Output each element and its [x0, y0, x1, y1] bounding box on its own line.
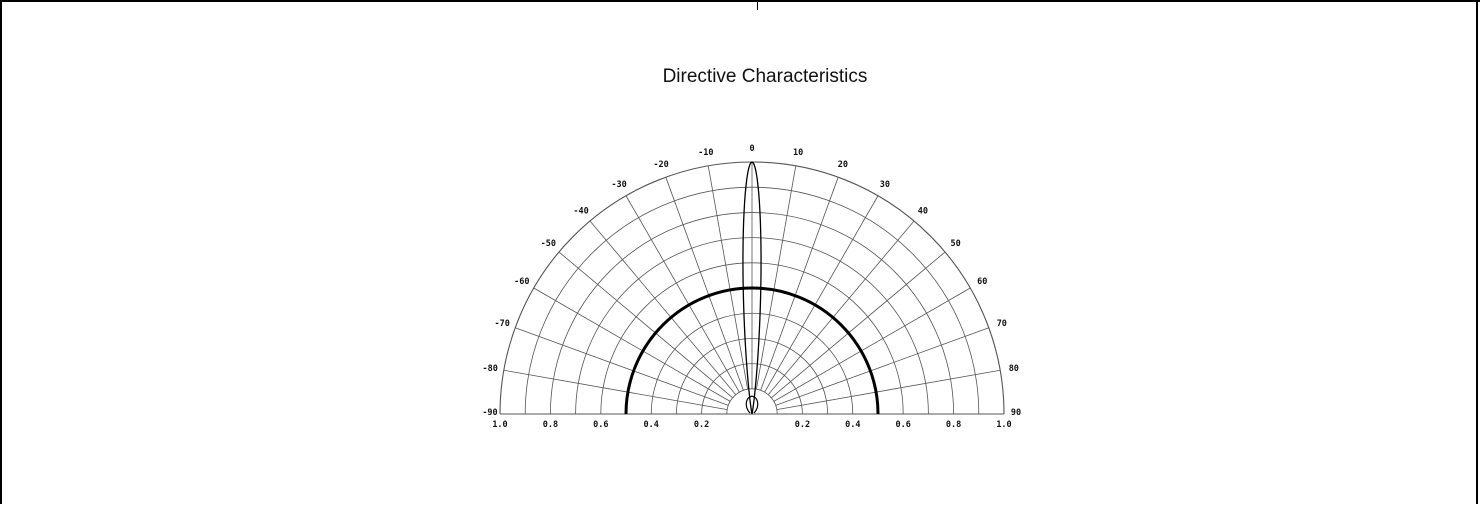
grid-spoke — [625, 195, 740, 393]
radius-tick-label: 0.8 — [946, 420, 961, 430]
radius-tick-label: 1.0 — [996, 420, 1011, 430]
angle-tick-label: 90 — [1011, 408, 1021, 418]
radius-tick-label: 0.8 — [543, 420, 558, 430]
angle-tick-label: -20 — [653, 160, 668, 170]
grid-spoke — [589, 220, 737, 395]
angle-tick-label: -30 — [611, 180, 626, 190]
grid-spoke — [767, 220, 915, 395]
angle-tick-label: -90 — [482, 408, 497, 418]
grid-spoke — [755, 165, 797, 390]
radius-tick-label: 0.4 — [644, 420, 659, 430]
grid-spoke — [515, 327, 729, 406]
grid-spoke — [775, 327, 989, 406]
polar-labels: -90 -80 -70 -60 -50 -40 -30 -20 -10 0 10 20 30 40 50 60… — [482, 144, 1021, 430]
grid-spoke — [707, 165, 749, 390]
radius-tick-label: 0.2 — [795, 420, 810, 430]
grid-spoke — [773, 287, 971, 402]
grid-spoke — [558, 251, 733, 399]
angle-tick-label: 50 — [951, 239, 961, 249]
cell-divider — [757, 0, 758, 10]
angle-tick-label: 80 — [1009, 364, 1019, 374]
angle-tick-label: 10 — [793, 148, 803, 158]
grid-spoke — [665, 177, 744, 391]
angle-tick-label: -60 — [514, 277, 529, 287]
series-circle — [624, 286, 880, 415]
radius-tick-label: 1.0 — [492, 420, 507, 430]
series-small-lobe — [745, 395, 759, 414]
series-beam — [742, 161, 762, 415]
grid-spoke — [771, 251, 946, 399]
top-border — [0, 0, 1480, 2]
radius-tick-label: 0.4 — [845, 420, 860, 430]
angle-tick-label: 20 — [838, 160, 848, 170]
radius-tick-label: 0.6 — [593, 420, 608, 430]
angle-tick-label: 30 — [880, 180, 890, 190]
radius-tick-label: 0.2 — [694, 420, 709, 430]
radius-tick-label: 0.6 — [896, 420, 911, 430]
grid-spoke — [533, 287, 731, 402]
polar-series — [624, 161, 880, 415]
angle-tick-label: -70 — [494, 319, 509, 329]
chart-title: Directive Characteristics — [662, 66, 868, 87]
angle-tick-label: 0 — [749, 144, 754, 154]
angle-tick-label: 60 — [977, 277, 987, 287]
grid-spoke — [764, 195, 879, 393]
angle-tick-label: -50 — [541, 239, 556, 249]
angle-tick-label: -10 — [698, 148, 713, 158]
grid-ring — [726, 388, 778, 415]
angle-tick-label: -40 — [573, 206, 588, 216]
grid-spoke — [503, 369, 728, 411]
grid-spoke — [776, 369, 1001, 411]
angle-tick-label: -80 — [482, 364, 497, 374]
grid-spoke — [760, 177, 839, 391]
angle-tick-label: 70 — [997, 319, 1007, 329]
angle-tick-label: 40 — [918, 206, 928, 216]
